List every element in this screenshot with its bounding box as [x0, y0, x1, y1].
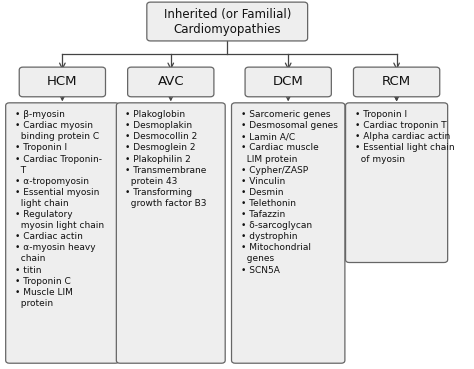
Text: AVC: AVC — [157, 75, 184, 89]
Text: • Troponin I
• Cardiac troponin T
• Alpha cardiac actin
• Essential light chain
: • Troponin I • Cardiac troponin T • Alph… — [355, 110, 454, 163]
FancyBboxPatch shape — [19, 67, 106, 97]
Text: • Sarcomeric genes
• Desmosomal genes
• Lamin A/C
• Cardiac muscle
  LIM protein: • Sarcomeric genes • Desmosomal genes • … — [240, 110, 337, 275]
Text: HCM: HCM — [47, 75, 78, 89]
Text: RCM: RCM — [382, 75, 411, 89]
FancyBboxPatch shape — [128, 67, 214, 97]
FancyBboxPatch shape — [346, 103, 447, 262]
FancyBboxPatch shape — [147, 2, 308, 41]
FancyBboxPatch shape — [116, 103, 225, 363]
FancyBboxPatch shape — [354, 67, 440, 97]
FancyBboxPatch shape — [6, 103, 119, 363]
FancyBboxPatch shape — [245, 67, 331, 97]
Text: Inherited (or Familial)
Cardiomyopathies: Inherited (or Familial) Cardiomyopathies — [164, 7, 291, 35]
Text: • β-myosin
• Cardiac myosin
  binding protein C
• Troponin I
• Cardiac Troponin-: • β-myosin • Cardiac myosin binding prot… — [15, 110, 104, 308]
Text: • Plakoglobin
• Desmoplakin
• Desmocollin 2
• Desmoglein 2
• Plakophilin 2
• Tra: • Plakoglobin • Desmoplakin • Desmocolli… — [126, 110, 207, 208]
FancyBboxPatch shape — [231, 103, 345, 363]
Text: DCM: DCM — [273, 75, 303, 89]
